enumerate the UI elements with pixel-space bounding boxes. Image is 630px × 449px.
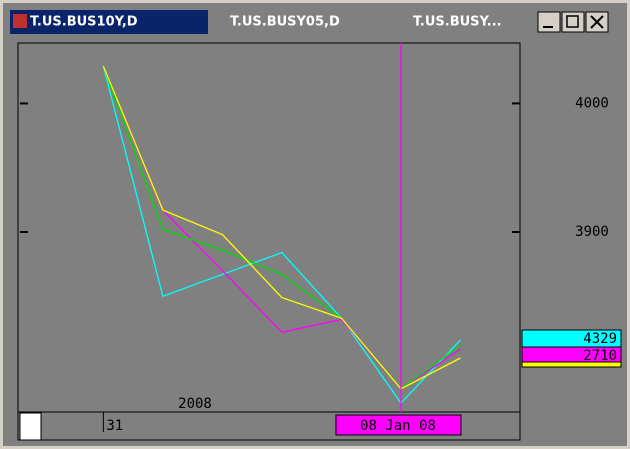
scroll-box[interactable]	[19, 412, 42, 441]
tab-label[interactable]: T.US.BUSY...	[413, 15, 502, 30]
value-box-label: 2710	[583, 348, 617, 364]
window-buttons	[537, 11, 609, 33]
value-box	[521, 361, 622, 368]
minimize-button[interactable]	[537, 11, 561, 33]
y-tick-label: 3900	[575, 224, 609, 240]
app-icon	[13, 14, 27, 28]
icon	[566, 15, 579, 28]
active-tab[interactable]	[10, 10, 208, 34]
cursor-label-box	[335, 414, 462, 436]
tab-label[interactable]: T.US.BUS10Y,D	[30, 15, 138, 30]
year-label: 2008	[178, 396, 212, 412]
x-tick-label: 31	[106, 418, 123, 434]
icon	[590, 15, 604, 29]
cursor-label: 08 Jan 08	[360, 418, 436, 434]
plot-area	[17, 42, 521, 413]
y-tick-label: 4000	[575, 95, 609, 111]
value-box-label: 4329	[583, 331, 617, 347]
tab-label[interactable]: T.US.BUSY05,D	[230, 15, 340, 30]
maximize-button[interactable]	[561, 11, 585, 33]
